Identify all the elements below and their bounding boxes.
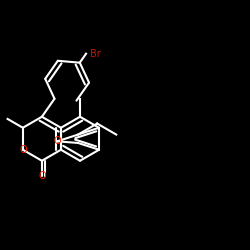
Text: Br: Br	[90, 49, 101, 59]
Text: O: O	[54, 136, 61, 146]
Text: O: O	[19, 145, 27, 155]
Text: O: O	[38, 171, 46, 181]
